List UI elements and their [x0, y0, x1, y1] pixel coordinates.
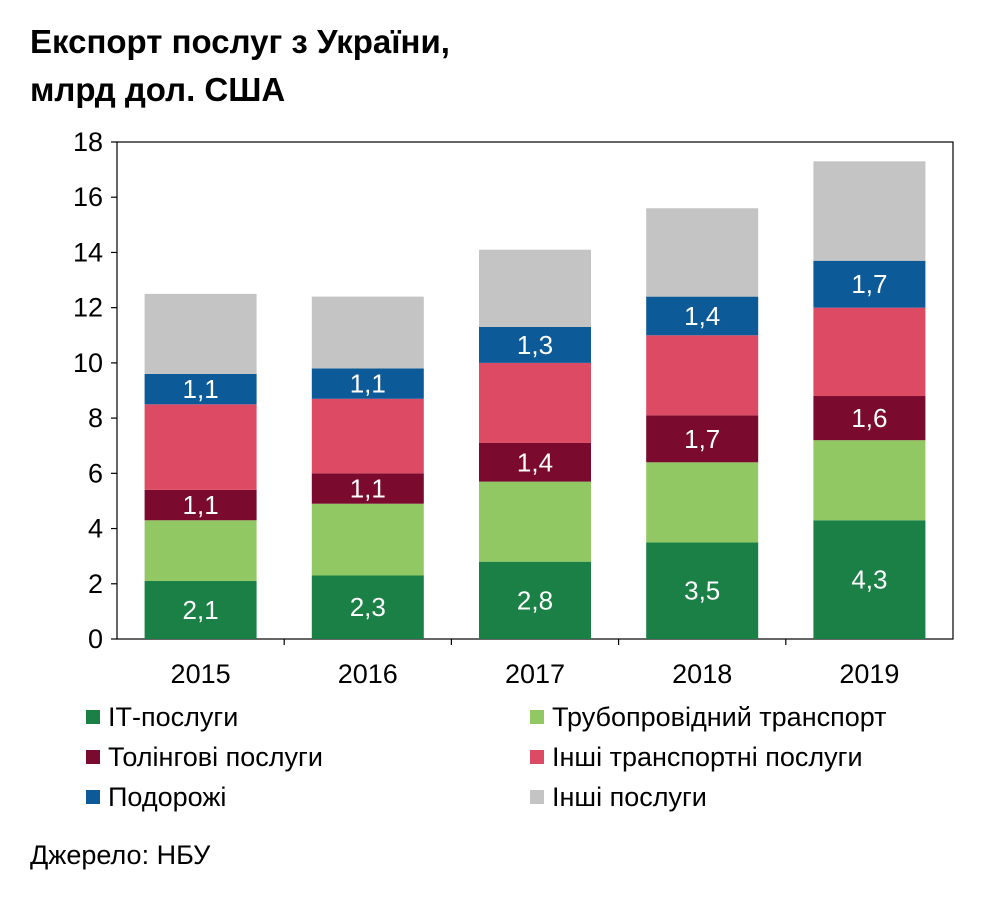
data-label-2017-series-4: 1,3 [517, 330, 553, 360]
data-label-2017-series-0: 2,8 [517, 585, 553, 615]
bar-2016-series-1 [311, 503, 424, 576]
bar-2017-series-5 [479, 249, 591, 327]
bar-2019-series-1 [813, 440, 926, 521]
bar-2015-series-3 [144, 404, 257, 490]
y-tick-label-14: 14 [73, 237, 103, 267]
bar-2015-series-5 [144, 293, 257, 374]
bar-2016-series-5 [311, 296, 424, 369]
data-label-2015-series-2: 1,1 [183, 490, 219, 520]
bar-2018-series-5 [646, 208, 759, 297]
bar-2016-series-2 [311, 473, 424, 504]
y-tick-label-16: 16 [73, 182, 103, 212]
data-label-2019-series-0: 4,3 [851, 565, 887, 595]
bar-2019-series-0 [813, 520, 926, 639]
y-tick-label-0: 0 [88, 624, 103, 654]
y-tick-label-6: 6 [88, 458, 103, 488]
data-label-2015-series-0: 2,1 [183, 595, 219, 625]
y-tick-label-2: 2 [88, 569, 103, 599]
y-tick-label-4: 4 [88, 514, 103, 544]
x-tick-label-2015: 2015 [171, 659, 231, 689]
bar-2017-series-2 [479, 442, 591, 482]
bar-2017-series-4 [479, 326, 591, 363]
bar-2019-series-5 [813, 161, 926, 261]
x-tick-label-2018: 2018 [672, 659, 732, 689]
data-label-2018-series-4: 1,4 [684, 301, 720, 331]
x-tick-label-2017: 2017 [505, 659, 565, 689]
chart-title-line-2: млрд дол. США [30, 71, 286, 108]
bar-2018-series-4 [646, 296, 759, 336]
data-label-2016-series-0: 2,3 [350, 592, 386, 622]
y-tick-label-18: 18 [73, 127, 103, 157]
bar-2018-series-3 [646, 335, 759, 416]
bar-2015-series-2 [144, 489, 257, 521]
bar-2018-series-0 [646, 542, 759, 639]
bar-2018-series-1 [646, 462, 759, 543]
bar-2017-series-3 [479, 362, 591, 443]
data-label-2016-series-2: 1,1 [350, 474, 386, 504]
data-label-2018-series-2: 1,7 [684, 424, 720, 454]
bar-2019-series-4 [813, 260, 926, 308]
bar-2016-series-4 [311, 368, 424, 399]
bar-2017-series-1 [479, 481, 591, 562]
bar-2015-series-1 [144, 520, 257, 582]
data-label-2019-series-2: 1,6 [851, 403, 887, 433]
bar-2016-series-0 [311, 575, 424, 639]
x-tick-label-2019: 2019 [839, 659, 899, 689]
source-note: Джерело: НБУ [30, 840, 211, 870]
data-label-2016-series-4: 1,1 [350, 369, 386, 399]
bar-2015-series-4 [144, 373, 257, 405]
data-label-2015-series-4: 1,1 [183, 374, 219, 404]
bar-2018-series-2 [646, 415, 759, 463]
data-label-2018-series-0: 3,5 [684, 576, 720, 606]
x-tick-label-2016: 2016 [338, 659, 398, 689]
bar-2016-series-3 [311, 398, 424, 474]
data-label-2019-series-4: 1,7 [851, 269, 887, 299]
y-tick-label-12: 12 [73, 293, 103, 323]
bar-2019-series-3 [813, 307, 926, 397]
y-tick-label-8: 8 [88, 403, 103, 433]
bar-2019-series-2 [813, 396, 926, 441]
bar-2017-series-0 [479, 561, 591, 639]
chart-title-line-1: Експорт послуг з України, [30, 23, 450, 60]
y-tick-label-10: 10 [73, 348, 103, 378]
data-label-2017-series-2: 1,4 [517, 447, 553, 477]
bar-2015-series-0 [144, 581, 257, 639]
chart-title: Експорт послуг з України, млрд дол. США [30, 18, 930, 114]
